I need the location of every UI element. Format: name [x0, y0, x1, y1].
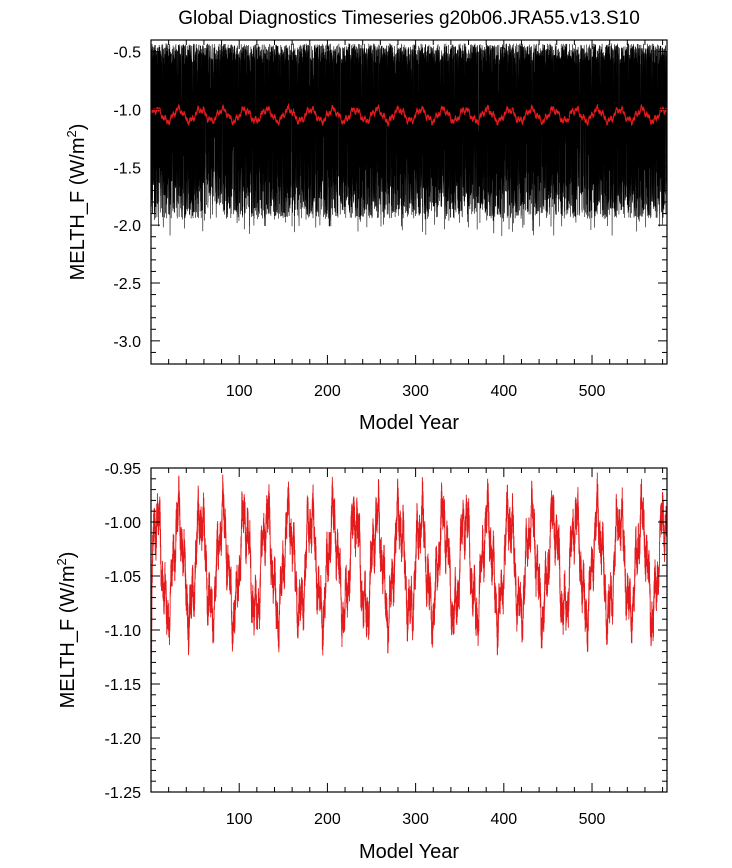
bottom-x-tick-label: 400: [490, 811, 517, 828]
bottom-x-tick-label: 500: [579, 811, 606, 828]
top-series-line-raw: [151, 43, 667, 237]
bottom-plot-series: [151, 472, 667, 749]
bottom-axis-ticks: 100 200 300 400 500 -1.25 -1.20 -1.15 -1.10 -1.05…: [105, 461, 667, 828]
bottom-y-tick-label: -0.95: [105, 461, 142, 478]
bottom-x-axis-title: Model Year: [359, 841, 459, 863]
figure-title: Global Diagnostics Timeseries g20b06.JRA…: [178, 8, 640, 29]
top-y-tick-label: -2.0: [113, 218, 141, 235]
bottom-series-line-smooth: [151, 472, 667, 749]
top-panel: 100 200 300 400 500-3.0-2.5-2.0-1.5-1.0-0.5 …: [64, 39, 668, 434]
top-x-axis-title: Model Year: [359, 412, 459, 434]
top-plot-series: [151, 43, 667, 237]
bottom-x-tick-label: 200: [314, 811, 341, 828]
bottom-y-tick-label: -1.10: [105, 623, 142, 640]
top-y-tick-label: -0.5: [113, 45, 141, 62]
bottom-y-axis-title: MELTH_F (W/m2): [54, 552, 79, 709]
bottom-y-tick-label: -1.05: [105, 569, 142, 586]
top-x-tick-label: 500: [579, 383, 606, 400]
top-x-tick-label: 300: [402, 383, 429, 400]
top-y-tick-label: -3.0: [113, 334, 141, 351]
top-x-tick-label: 200: [314, 383, 341, 400]
top-y-axis-title: MELTH_F (W/m2): [64, 124, 89, 281]
top-x-tick-label: 100: [226, 383, 253, 400]
bottom-plot-frame: [150, 467, 668, 793]
top-axis-ticks: 100 200 300 400 500 -3.0 -2.5 -2.0 -1.5 -1.0 -0.5: [113, 39, 667, 400]
bottom-y-tick-label: -1.25: [105, 785, 142, 802]
bottom-x-tick-label: 300: [402, 811, 429, 828]
bottom-panel: 100 200 300 400 500 -1.25 -1.20 -1.15 -1.10 -1.05…: [54, 461, 668, 863]
bottom-y-tick-label: -1.00: [105, 515, 142, 532]
top-x-tick-label: 400: [490, 383, 517, 400]
bottom-x-tick-label: 100: [226, 811, 253, 828]
bottom-y-tick-label: -1.20: [105, 731, 142, 748]
top-y-tick-label: -1.0: [113, 102, 141, 119]
top-y-tick-label: -2.5: [113, 276, 141, 293]
bottom-y-tick-label: -1.15: [105, 677, 142, 694]
top-series-line-smooth: [151, 102, 667, 128]
top-y-tick-label: -1.5: [113, 160, 141, 177]
